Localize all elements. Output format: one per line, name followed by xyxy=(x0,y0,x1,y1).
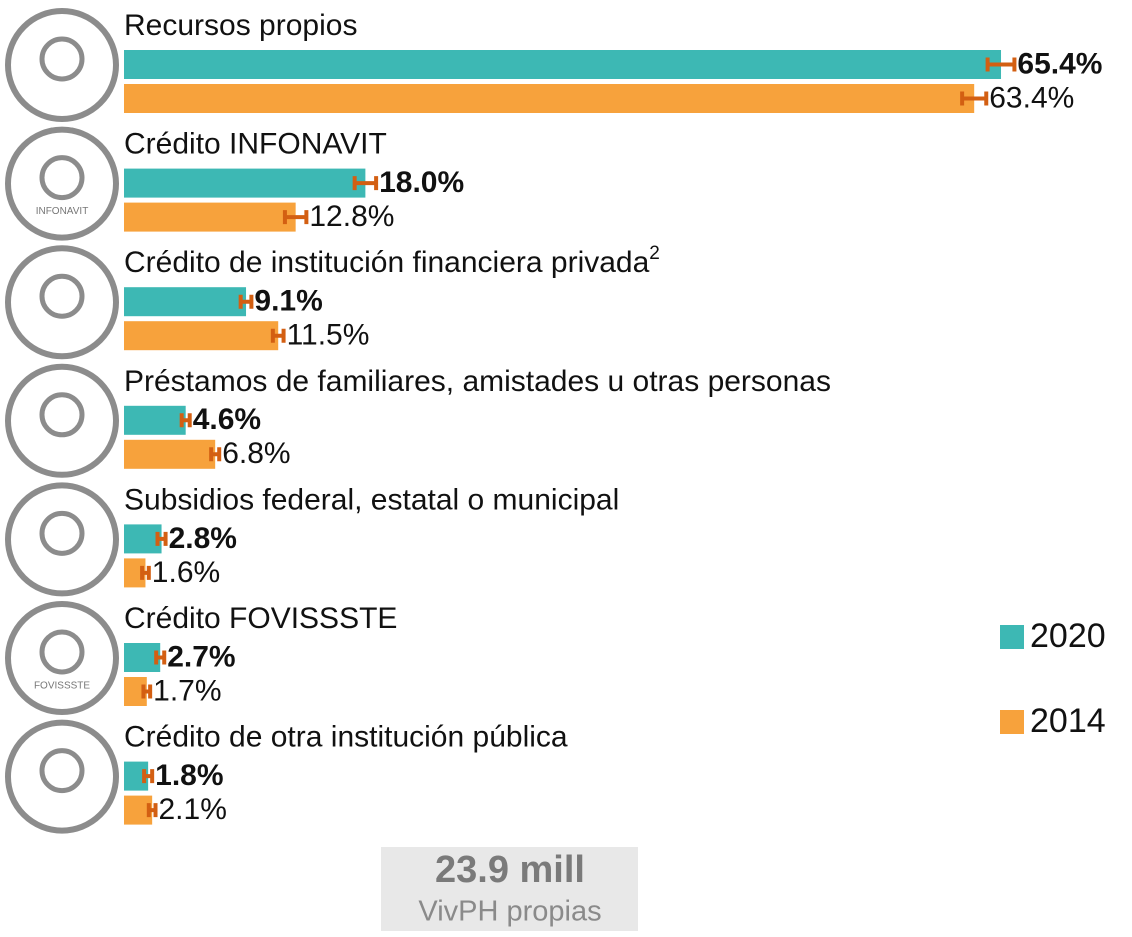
value-label: 12.8% xyxy=(309,200,394,233)
bar xyxy=(124,405,186,435)
footnote-mark: 2 xyxy=(649,243,660,264)
error-bar xyxy=(270,328,286,343)
category-text: Recursos propios xyxy=(124,9,357,42)
error-bar xyxy=(141,684,153,699)
bar xyxy=(124,321,279,351)
summary-box xyxy=(381,847,638,931)
value-label: 2.7% xyxy=(167,640,235,673)
error-bar xyxy=(352,176,379,191)
value-label: 2.1% xyxy=(159,793,227,826)
error-bar xyxy=(154,650,167,665)
value-label: 11.5% xyxy=(287,319,370,352)
error-bar xyxy=(142,769,155,784)
error-bar xyxy=(985,57,1017,72)
value-label: 1.7% xyxy=(153,674,221,707)
summary-label: VivPH propias xyxy=(418,896,601,928)
error-bar xyxy=(282,210,309,225)
icon-ring xyxy=(5,719,119,834)
icon-ring xyxy=(5,482,119,597)
value-label: 4.6% xyxy=(193,403,261,436)
bar xyxy=(124,287,247,317)
icon-glyph xyxy=(39,36,85,82)
error-bar xyxy=(960,91,989,106)
bar xyxy=(124,50,1002,79)
category-label: Recursos propios xyxy=(124,9,357,42)
icon-ring xyxy=(5,126,119,241)
value-label: 63.4% xyxy=(989,81,1074,114)
bar xyxy=(124,558,146,588)
error-bar xyxy=(155,531,168,546)
icon-glyph xyxy=(39,629,85,675)
category-text: Crédito INFONAVIT xyxy=(124,128,387,161)
icon-ring xyxy=(5,245,119,360)
category-label: Crédito de institución financiera privad… xyxy=(124,243,660,279)
bar xyxy=(124,168,366,198)
icon-ring xyxy=(5,601,119,715)
icon-glyph xyxy=(39,510,85,556)
value-label: 6.8% xyxy=(222,437,290,470)
bar xyxy=(124,677,147,706)
category-text: Crédito de otra institución pública xyxy=(124,721,568,754)
icon-glyph xyxy=(39,273,85,319)
legend-swatch xyxy=(1000,625,1024,649)
category-label: Crédito INFONAVIT xyxy=(124,128,387,161)
category-text: Subsidios federal, estatal o municipal xyxy=(124,483,619,516)
category-text: Crédito de institución financiera privad… xyxy=(124,246,650,279)
summary-value: 23.9 mill xyxy=(435,849,585,891)
value-label: 18.0% xyxy=(379,166,464,199)
bar xyxy=(124,202,296,232)
icon-glyph xyxy=(39,392,85,438)
legend-swatch xyxy=(1000,710,1024,734)
error-bar xyxy=(140,565,151,580)
error-bar xyxy=(179,413,192,428)
value-label: 65.4% xyxy=(1017,47,1102,80)
category-text: Préstamos de familiares, amistades u otr… xyxy=(124,365,831,398)
icon-label: FOVISSSTE xyxy=(34,681,90,692)
error-bar xyxy=(209,447,222,462)
error-bar xyxy=(238,294,254,309)
legend-label: 2020 xyxy=(1030,617,1106,655)
category-label: Crédito FOVISSSTE xyxy=(124,602,397,635)
icon-ring xyxy=(5,8,119,122)
bar xyxy=(124,643,161,672)
legend-label: 2014 xyxy=(1030,702,1106,740)
value-label: 2.8% xyxy=(169,522,237,555)
icon-ring xyxy=(5,363,119,478)
value-label: 1.8% xyxy=(155,759,223,792)
bar xyxy=(124,439,216,469)
value-label: 1.6% xyxy=(152,556,220,589)
bar xyxy=(124,84,975,113)
category-text: Crédito FOVISSSTE xyxy=(124,602,397,635)
category-label: Préstamos de familiares, amistades u otr… xyxy=(124,365,831,398)
icon-glyph xyxy=(39,155,85,201)
bar xyxy=(124,524,162,554)
category-label: Crédito de otra institución pública xyxy=(124,721,568,754)
error-bar xyxy=(146,803,158,818)
category-label: Subsidios federal, estatal o municipal xyxy=(124,483,619,516)
value-label: 9.1% xyxy=(254,285,322,318)
icon-glyph xyxy=(39,748,85,794)
icon-label: INFONAVIT xyxy=(36,206,89,217)
